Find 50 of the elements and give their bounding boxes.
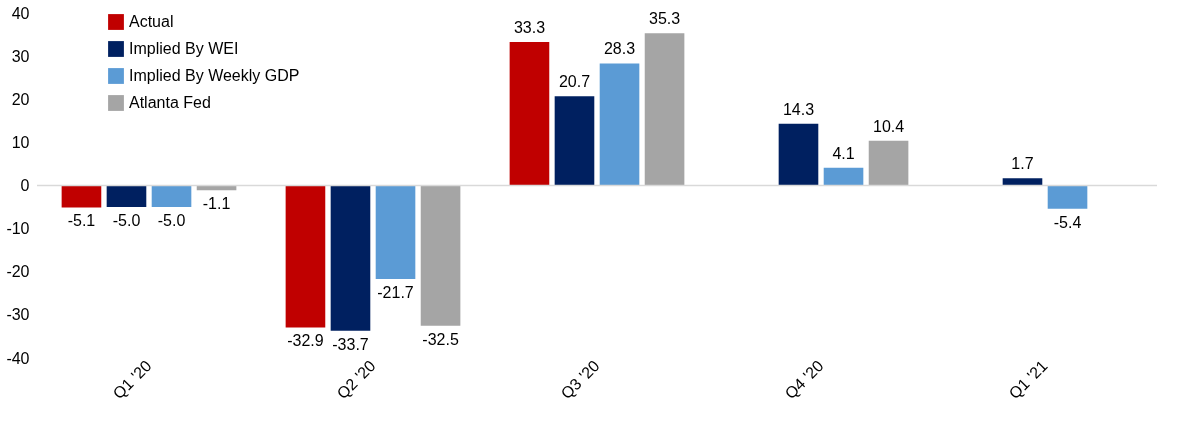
bar — [509, 41, 550, 186]
x-tick-label: Q1 '20 — [109, 357, 155, 403]
data-label: 10.4 — [872, 117, 905, 135]
data-label: -1.1 — [202, 195, 231, 213]
y-tick-label: 20 — [11, 90, 30, 108]
y-tick-label: 10 — [11, 133, 30, 151]
bar — [420, 185, 461, 326]
data-label: 35.3 — [648, 10, 681, 28]
data-label: 33.3 — [513, 18, 546, 36]
bar — [868, 140, 909, 186]
data-label: -5.4 — [1053, 213, 1082, 231]
x-tick-label: Q2 '20 — [333, 357, 379, 403]
y-tick-label: -20 — [6, 263, 30, 281]
bar — [823, 167, 864, 186]
data-label: -33.7 — [332, 335, 369, 353]
bar — [644, 33, 685, 186]
bar — [151, 185, 192, 208]
bar — [1047, 185, 1088, 209]
data-label: 20.7 — [558, 73, 591, 91]
data-label: 4.1 — [832, 144, 855, 162]
data-label: 28.3 — [603, 40, 636, 58]
data-label: -5.1 — [67, 212, 96, 230]
legend-label: Actual — [129, 13, 174, 30]
data-label: 1.7 — [1011, 155, 1034, 173]
bar — [778, 123, 819, 186]
data-label: -21.7 — [377, 284, 414, 302]
bar — [330, 185, 371, 331]
legend-label: Implied By Weekly GDP — [129, 67, 300, 84]
bar — [554, 96, 595, 186]
y-tick-label: -40 — [6, 349, 30, 367]
x-tick-label: Q1 '21 — [1005, 357, 1051, 403]
legend-label: Implied By WEI — [129, 40, 239, 57]
x-tick-label: Q4 '20 — [781, 357, 827, 403]
legend-label: Atlanta Fed — [129, 94, 211, 111]
bar — [61, 185, 102, 208]
data-label: 14.3 — [782, 100, 815, 118]
y-tick-label: -10 — [6, 220, 30, 238]
y-tick-label: -30 — [6, 306, 30, 324]
bar — [106, 185, 147, 208]
x-tick-label: Q3 '20 — [557, 357, 603, 403]
data-label: -5.0 — [112, 212, 141, 230]
bar — [285, 185, 326, 328]
bar — [375, 185, 416, 280]
y-tick-label: 0 — [20, 177, 30, 194]
y-tick-label: 40 — [11, 4, 30, 22]
data-label: -32.9 — [287, 332, 324, 350]
y-tick-label: 30 — [11, 47, 30, 65]
data-label: -32.5 — [422, 330, 459, 348]
bar — [599, 63, 640, 186]
data-label: -5.0 — [157, 212, 186, 230]
